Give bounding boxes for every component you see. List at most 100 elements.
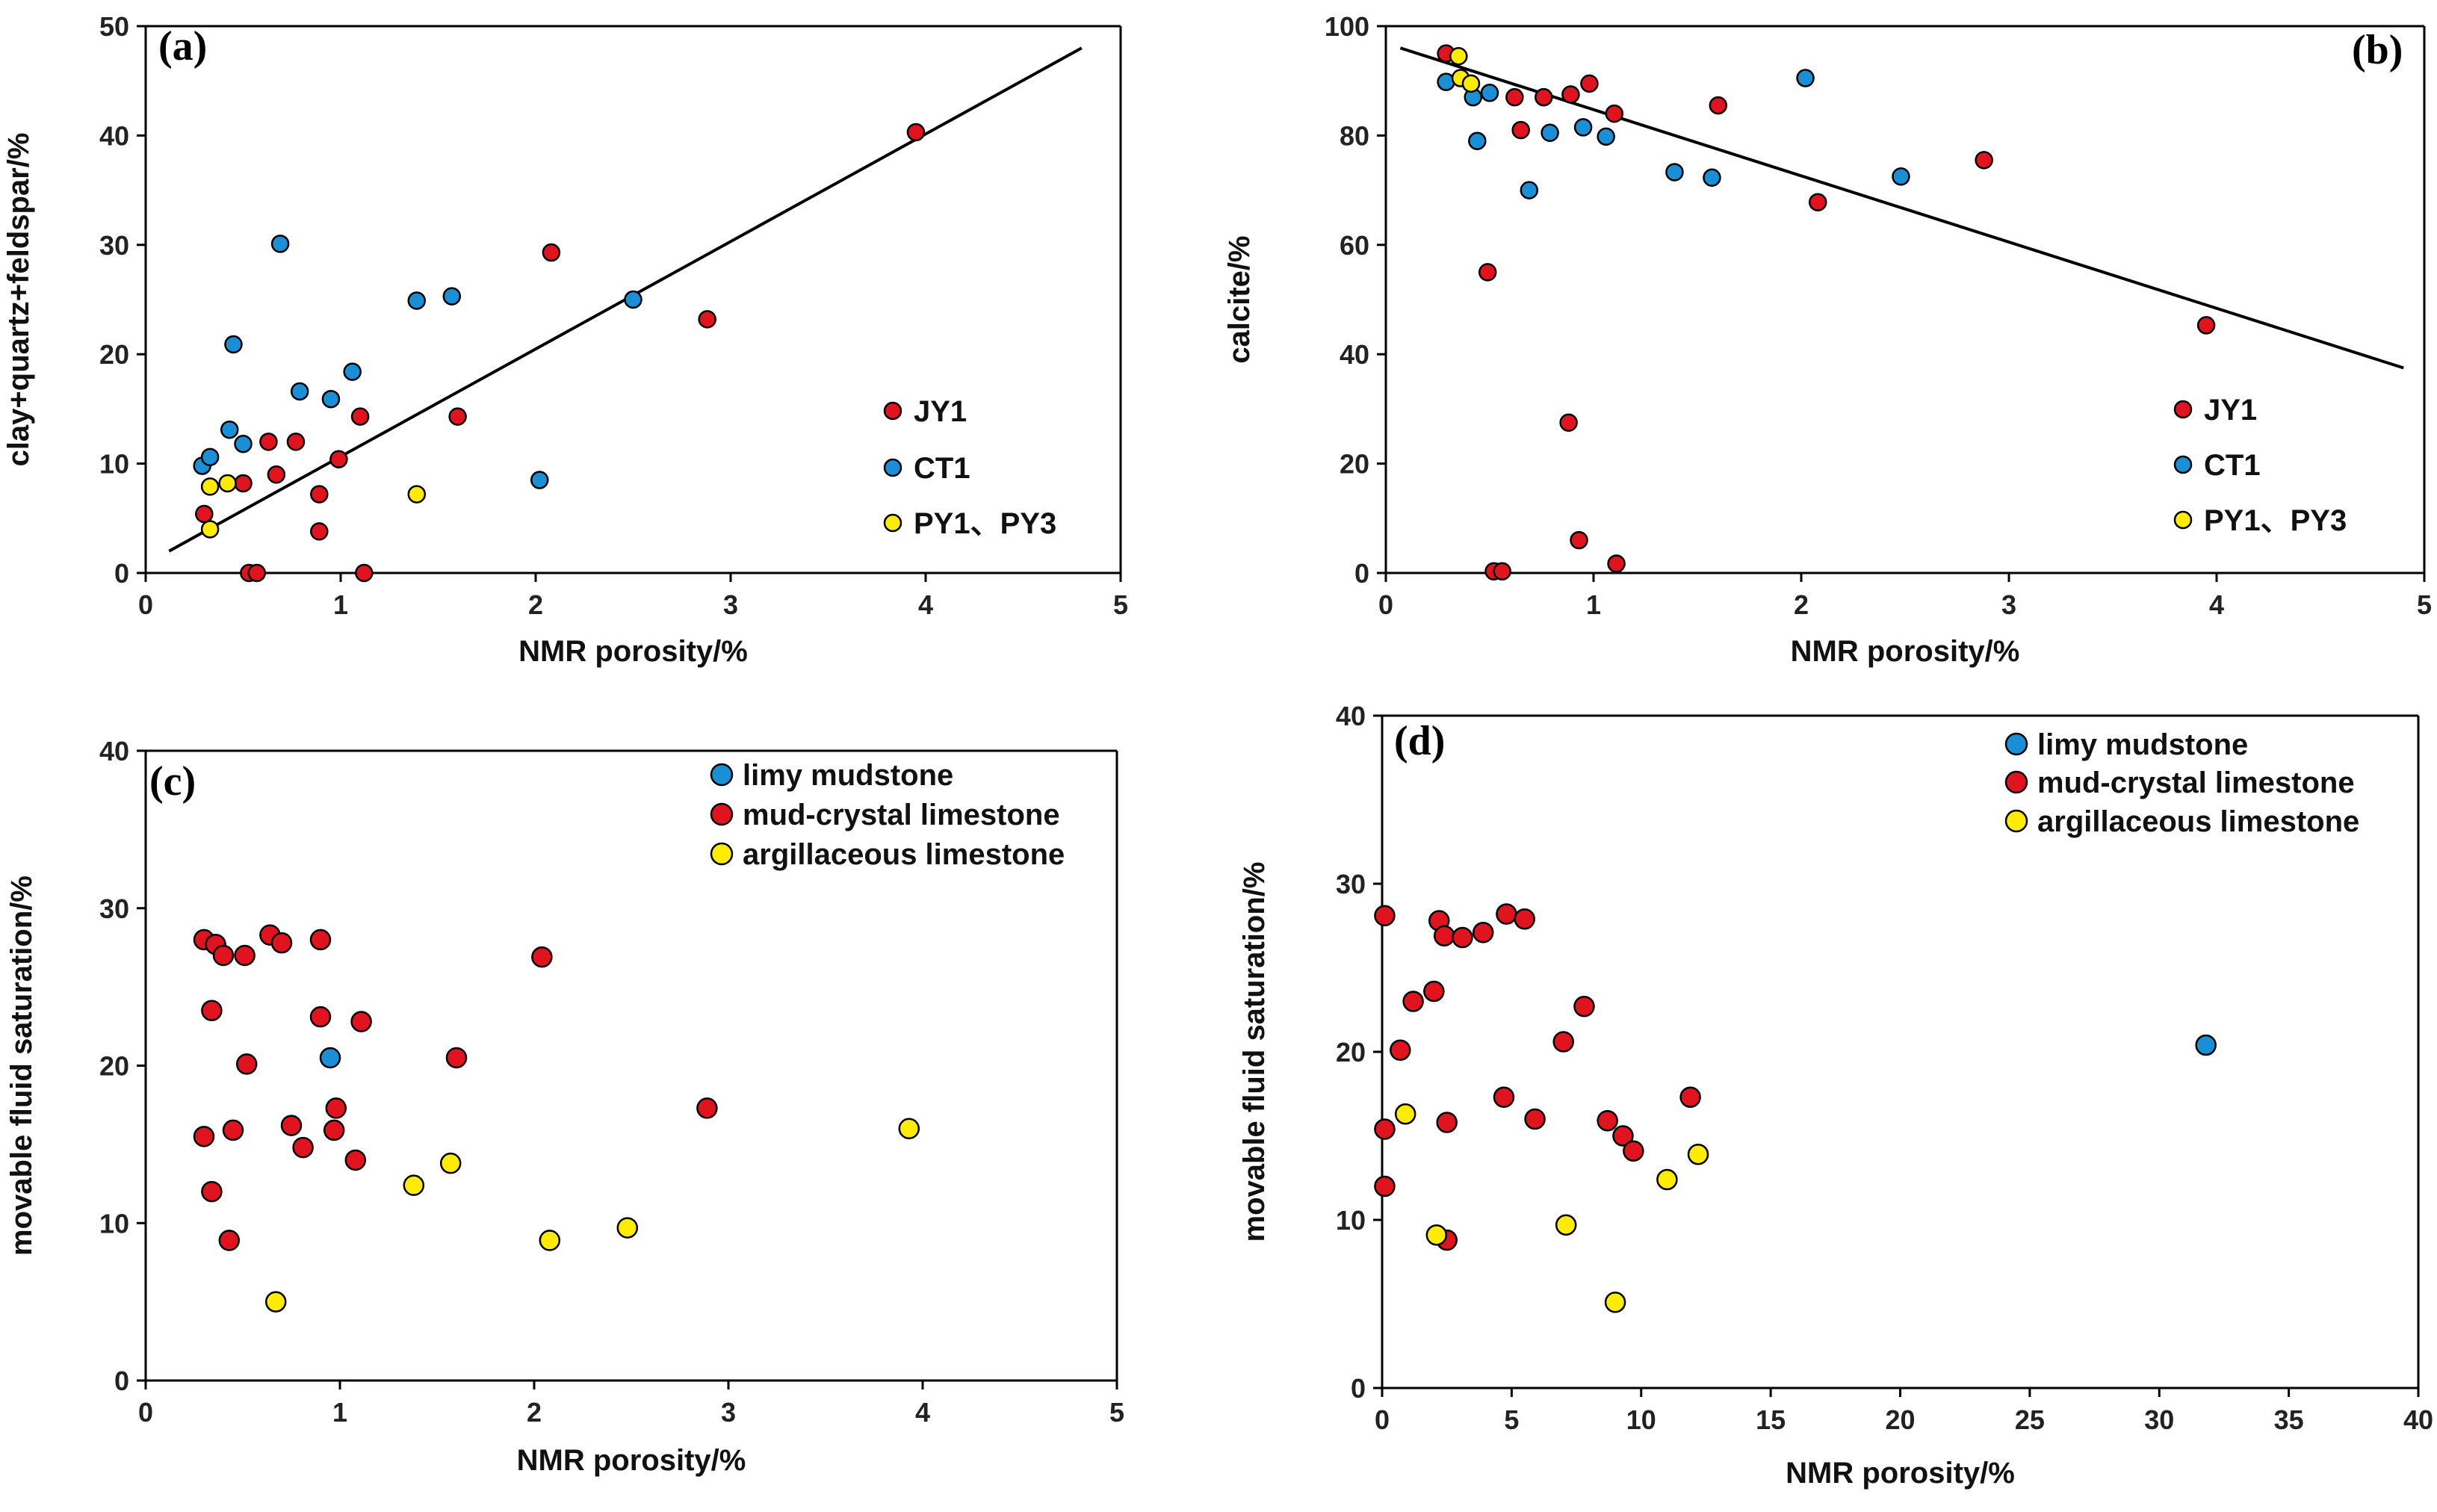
x-tick-label: 1 <box>333 589 348 620</box>
legend-label: mud-crystal limestone <box>743 799 1060 831</box>
y-tick-label: 50 <box>99 11 129 42</box>
data-point <box>1493 562 1511 581</box>
y-tick-label: 20 <box>1336 1037 1366 1068</box>
legend-label: PY1、PY3 <box>2204 504 2347 537</box>
y-tick-label: 20 <box>1340 449 1369 480</box>
data-point <box>355 563 374 583</box>
x-tick-label: 0 <box>138 589 153 620</box>
legend-marker <box>2004 770 2028 794</box>
panel-label: (b) <box>2352 27 2403 73</box>
data-point <box>1623 1140 1644 1162</box>
data-point <box>218 1230 241 1251</box>
data-point <box>1374 905 1396 926</box>
data-point <box>906 123 926 142</box>
data-point <box>1605 104 1624 123</box>
data-point <box>624 290 642 309</box>
panel-d: 0 5 10 15 20 25 30 35 40 0 10 20 30 40 NMR porosity/% m… <box>1238 701 2433 1490</box>
x-tick-label: 0 <box>138 1397 153 1428</box>
x-tick-label: 5 <box>1504 1404 1519 1435</box>
data-point <box>1892 167 1910 186</box>
data-point <box>898 1118 920 1140</box>
legend-marker <box>2173 510 2193 530</box>
data-point <box>1478 263 1497 282</box>
x-tick-label: 40 <box>2403 1404 2433 1435</box>
data-point <box>1423 980 1445 1003</box>
y-tick-label: 0 <box>114 1366 129 1396</box>
legend-label: limy mudstone <box>743 759 953 792</box>
data-point <box>234 474 253 493</box>
data-point <box>323 1119 345 1141</box>
y-tick-label: 40 <box>1336 701 1366 731</box>
legend-marker <box>883 513 902 533</box>
data-point <box>1493 1086 1515 1108</box>
data-point <box>1573 996 1595 1017</box>
data-point <box>542 243 561 262</box>
data-point <box>1468 131 1487 150</box>
y-axis-title: movable fluid saturation/% <box>5 876 38 1256</box>
x-tick-label: 15 <box>1756 1404 1786 1435</box>
x-tick-label: 1 <box>332 1397 347 1428</box>
data-point <box>1607 554 1626 573</box>
data-point <box>1561 85 1580 104</box>
data-point <box>442 287 462 306</box>
x-tick-label: 5 <box>1109 1397 1124 1428</box>
x-tick-label: 4 <box>918 589 933 620</box>
data-point <box>222 1119 244 1141</box>
data-point <box>439 1152 462 1174</box>
data-point <box>290 382 309 401</box>
legend-marker <box>2173 455 2193 474</box>
data-point <box>1687 1144 1709 1165</box>
data-point <box>1374 1118 1396 1140</box>
data-point <box>201 1000 223 1021</box>
y-tick-label: 40 <box>1340 339 1369 370</box>
data-point <box>1452 926 1473 949</box>
data-point <box>212 944 235 967</box>
data-point <box>292 1136 314 1159</box>
legend-label: CT1 <box>914 452 970 485</box>
data-point <box>616 1217 639 1239</box>
data-point <box>1597 127 1615 146</box>
data-point <box>448 407 467 426</box>
data-point <box>407 291 427 310</box>
x-axis-title: NMR porosity/% <box>518 635 748 668</box>
x-tick-label: 10 <box>1626 1404 1656 1435</box>
legend-label: limy mudstone <box>2037 728 2248 761</box>
x-tick-label: 30 <box>2144 1404 2174 1435</box>
legend-label: JY1 <box>914 395 967 428</box>
panel-b: 0 1 2 3 4 5 0 20 40 60 80 100 NMR porosity/% calcite/… <box>1223 11 2432 668</box>
y-tick-label: 0 <box>1354 558 1369 589</box>
data-point <box>1374 1175 1396 1197</box>
legend-marker <box>2004 732 2028 756</box>
data-point <box>1808 193 1827 211</box>
legend-marker <box>2004 809 2028 833</box>
data-point <box>325 1097 347 1119</box>
data-point <box>267 465 286 484</box>
y-tick-label: 80 <box>1340 120 1369 151</box>
data-point <box>445 1047 468 1069</box>
data-point <box>1480 84 1499 102</box>
data-point <box>309 1006 332 1028</box>
legend-marker <box>883 401 902 421</box>
data-point <box>344 1149 367 1171</box>
data-point <box>234 944 256 967</box>
x-tick-label: 0 <box>1375 1404 1390 1435</box>
data-point <box>220 420 239 439</box>
data-point <box>350 407 370 426</box>
x-axis-title: NMR porosity/% <box>517 1444 746 1477</box>
legend-label: mud-crystal limestone <box>2037 766 2355 799</box>
data-point <box>1975 151 1993 170</box>
data-point <box>1461 74 1481 93</box>
data-point <box>309 929 332 951</box>
data-point <box>696 1097 718 1119</box>
data-point <box>1656 1168 1678 1191</box>
data-point <box>1520 181 1539 199</box>
x-tick-label: 20 <box>1885 1404 1915 1435</box>
data-point <box>200 477 220 496</box>
data-point <box>530 471 549 489</box>
data-point <box>310 485 329 504</box>
panel-label: (c) <box>149 758 196 805</box>
data-point <box>270 235 290 253</box>
panel-label: (d) <box>1394 718 1445 764</box>
data-point <box>264 1291 287 1313</box>
y-tick-label: 60 <box>1340 230 1369 261</box>
